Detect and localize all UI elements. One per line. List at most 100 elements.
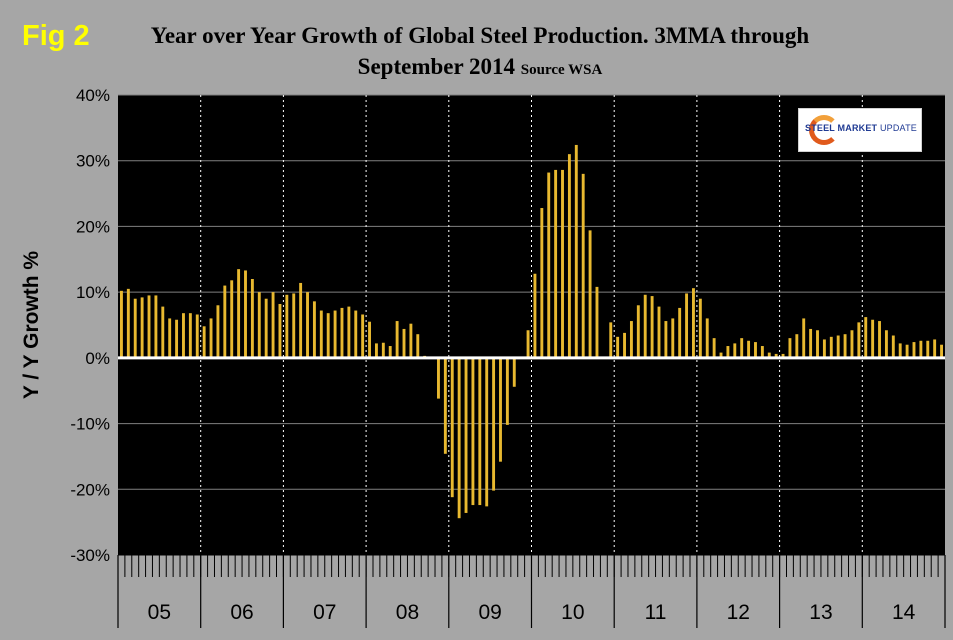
bar [464, 357, 468, 513]
bar [919, 340, 923, 358]
bar [533, 273, 537, 358]
logo-text-light: UPDATE [877, 123, 917, 133]
bar [244, 270, 247, 358]
y-tick-label: -30% [70, 546, 110, 565]
bar [512, 357, 516, 387]
bar [312, 301, 316, 358]
bar [492, 357, 496, 491]
bar [395, 321, 399, 358]
logo-swoosh-icon [809, 115, 839, 145]
bar [754, 342, 757, 358]
bar [829, 336, 833, 358]
bar [740, 338, 744, 358]
bar [664, 321, 668, 358]
bar [685, 293, 689, 358]
steel-market-update-logo: STEEL MARKET UPDATE [798, 108, 922, 152]
x-axis-band: 05 06 07 08 09 10 11 12 13 14 [117, 554, 946, 628]
bar [692, 288, 695, 358]
bar [760, 346, 764, 358]
bar [368, 321, 371, 358]
bar [285, 294, 289, 358]
bar [933, 339, 937, 358]
bar [485, 357, 489, 507]
bar [499, 357, 502, 462]
bar [588, 230, 592, 358]
bar [788, 338, 792, 358]
y-tick-label: 20% [76, 217, 110, 236]
bar [567, 154, 571, 358]
bar [671, 318, 675, 358]
bar [202, 326, 206, 358]
bar [340, 307, 344, 358]
x-tick-label: 12 [727, 601, 750, 624]
bar [719, 352, 723, 358]
x-tick-label: 14 [892, 601, 916, 624]
x-tick-label: 11 [645, 601, 667, 624]
bar [850, 330, 854, 358]
bar [843, 334, 847, 358]
figure-label: Fig 2 [22, 20, 90, 52]
x-tick-label: 10 [561, 601, 584, 624]
x-tick-label: 09 [478, 601, 501, 624]
bar [629, 321, 633, 358]
bar [306, 292, 309, 358]
bar [264, 298, 268, 358]
bar [175, 319, 179, 358]
bar [781, 353, 785, 358]
bar [478, 357, 482, 506]
bar [292, 293, 296, 358]
bar [140, 297, 144, 358]
bar [871, 319, 875, 358]
bar [257, 292, 261, 358]
bar [581, 173, 585, 358]
bar [795, 334, 799, 358]
bar [188, 313, 192, 358]
bar [182, 313, 185, 358]
bar [705, 318, 709, 358]
bar [223, 285, 227, 358]
x-tick-label: 13 [809, 601, 832, 624]
y-tick-label: 30% [76, 152, 110, 171]
bar [857, 322, 861, 358]
bar [774, 353, 778, 358]
bar [237, 269, 241, 358]
bar [374, 343, 378, 358]
bar [747, 340, 751, 358]
x-tick-label: 06 [230, 601, 253, 624]
bar [195, 314, 199, 358]
bar [905, 344, 909, 358]
bar [209, 318, 213, 358]
bar [609, 322, 613, 358]
bar [319, 310, 323, 358]
bar [450, 357, 454, 498]
bar [126, 288, 130, 358]
bar [767, 352, 771, 358]
bar [437, 357, 440, 399]
bar [926, 340, 930, 358]
bar [809, 328, 813, 358]
bar [802, 318, 806, 358]
bar [347, 306, 351, 358]
bar [250, 279, 254, 358]
bar [822, 339, 826, 358]
logo-text: STEEL MARKET UPDATE [805, 123, 919, 133]
bar [898, 343, 902, 358]
bar [333, 310, 337, 358]
bar [712, 338, 716, 358]
title-line-2: September 2014 Source WSA [100, 51, 860, 86]
chart-title: Year over Year Growth of Global Steel Pr… [100, 20, 860, 86]
bar [471, 357, 475, 506]
bar [891, 335, 895, 358]
bar [698, 298, 702, 358]
bar [299, 282, 303, 358]
bar [119, 290, 123, 358]
title-line-1: Year over Year Growth of Global Steel Pr… [150, 23, 810, 48]
bar [443, 357, 447, 454]
bar [402, 328, 406, 358]
title-line-2-text: September 2014 [357, 54, 516, 79]
bar [554, 169, 558, 358]
bar [326, 313, 330, 358]
bar [643, 294, 647, 358]
bar [361, 314, 365, 358]
